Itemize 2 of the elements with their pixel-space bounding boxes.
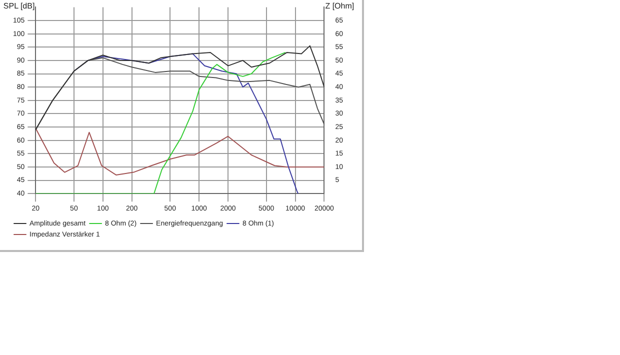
y-axis-title: SPL [dB] — [3, 1, 35, 10]
y2-axis-title: Z [Ohm] — [325, 1, 354, 10]
